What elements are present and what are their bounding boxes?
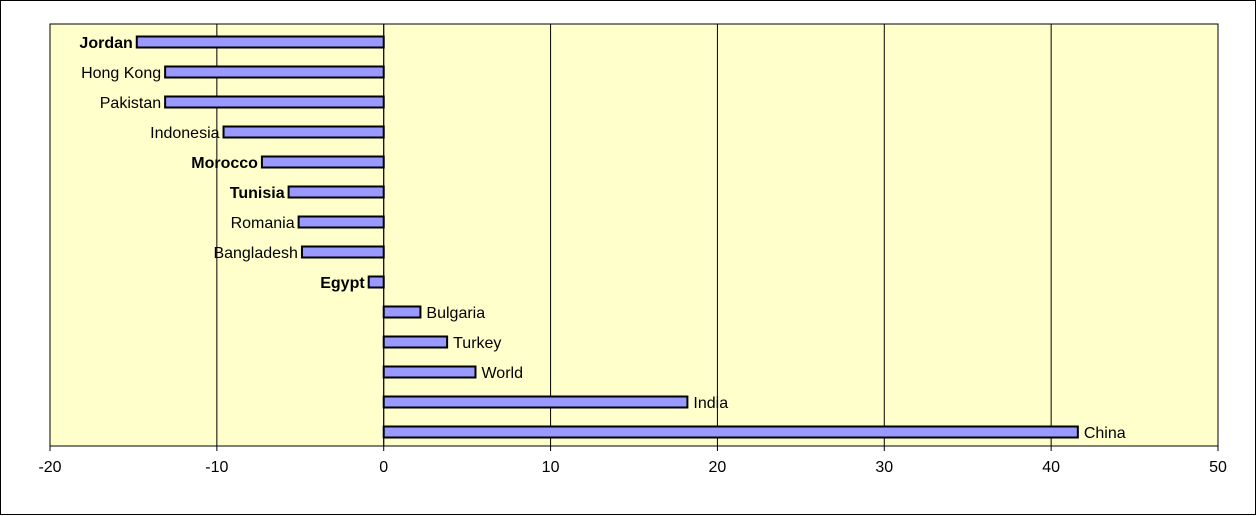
bar-romania	[297, 215, 385, 229]
category-label-bulgaria: Bulgaria	[426, 305, 485, 322]
bar-bangladesh	[300, 245, 385, 259]
category-label-hong-kong: Hong Kong	[81, 65, 161, 82]
bar-morocco	[260, 155, 385, 169]
bar-pakistan	[164, 95, 385, 109]
x-tick-label: 10	[542, 459, 560, 476]
category-label-pakistan: Pakistan	[100, 95, 161, 112]
bar-indonesia	[222, 125, 385, 139]
category-label-egypt: Egypt	[320, 275, 365, 292]
category-label-tunisia: Tunisia	[230, 185, 285, 202]
category-label-india: India	[693, 395, 728, 412]
x-tick-label: -20	[38, 459, 61, 476]
category-labels: Jordan Hong Kong Pakistan Indonesia Morocco T…	[79, 35, 1125, 442]
bar-india	[382, 395, 689, 409]
x-tick-label: -10	[205, 459, 228, 476]
x-tick-label: 40	[1042, 459, 1060, 476]
bar-turkey	[382, 335, 449, 349]
bar-world	[382, 365, 477, 379]
category-label-romania: Romania	[231, 215, 295, 232]
bars	[135, 24, 1079, 446]
x-axis-ticks: -20 -10 0 10 20 30 40 50	[38, 446, 1227, 476]
bar-tunisia	[287, 185, 385, 199]
plot-area	[49, 23, 1219, 447]
x-tick-label: 0	[379, 459, 388, 476]
bar-egypt	[367, 275, 385, 289]
category-label-world: World	[481, 365, 523, 382]
category-label-bangladesh: Bangladesh	[213, 245, 298, 262]
category-label-turkey: Turkey	[453, 335, 501, 352]
category-label-china: China	[1084, 425, 1126, 442]
bar-bulgaria	[382, 305, 422, 319]
x-tick-label: 30	[875, 459, 893, 476]
category-label-jordan: Jordan	[79, 35, 132, 52]
x-tick-label: 20	[709, 459, 727, 476]
bar-jordan	[135, 35, 385, 49]
category-label-indonesia: Indonesia	[150, 125, 219, 142]
bar-china	[382, 425, 1079, 439]
bar-hong-kong	[164, 65, 385, 79]
x-tick-label: 50	[1209, 459, 1227, 476]
category-label-morocco: Morocco	[191, 155, 258, 172]
